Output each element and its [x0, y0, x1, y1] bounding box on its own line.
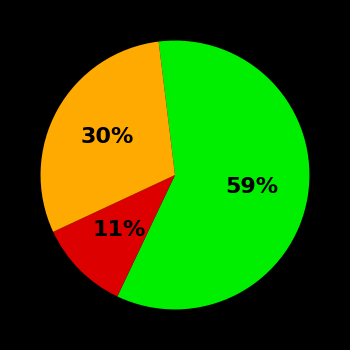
Text: 30%: 30%	[80, 127, 133, 147]
Text: 59%: 59%	[225, 177, 279, 197]
Wedge shape	[41, 42, 175, 232]
Text: 11%: 11%	[93, 220, 146, 240]
Wedge shape	[53, 175, 175, 296]
Wedge shape	[117, 41, 309, 309]
